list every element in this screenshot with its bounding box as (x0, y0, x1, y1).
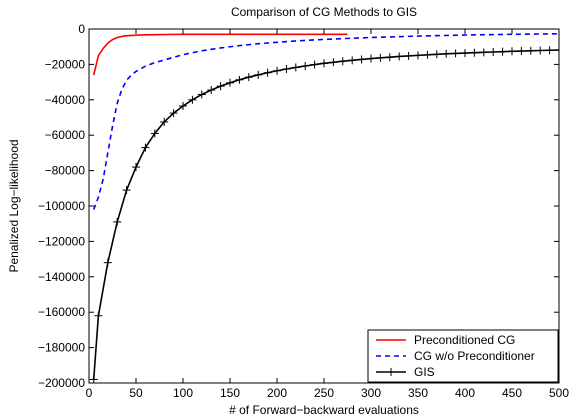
series-marker-2 (348, 56, 357, 65)
x-tick-label: 200 (267, 386, 287, 400)
series-layer (89, 32, 559, 383)
series-marker-2 (367, 54, 375, 63)
series-marker-2 (122, 186, 131, 195)
series-marker-2 (451, 49, 460, 58)
x-tick-label: 350 (408, 386, 428, 400)
chart-title: Comparison of CG Methods to GIS (231, 5, 417, 19)
x-tick-label: 50 (129, 386, 143, 400)
y-tick-label: −200000 (38, 376, 85, 390)
series-marker-2 (479, 48, 488, 57)
legend: Preconditioned CG CG w/o Preconditioner GI… (367, 329, 559, 383)
y-tick-label: −20000 (45, 57, 86, 71)
series-marker-2 (395, 52, 404, 61)
legend-label-1: CG w/o Preconditioner (414, 349, 535, 363)
series-marker-2 (376, 53, 385, 62)
series-marker-2 (404, 51, 413, 60)
series-marker-2 (414, 51, 422, 60)
series-marker-2 (545, 46, 554, 55)
series-marker-2 (282, 65, 291, 74)
plot-area (89, 32, 559, 383)
y-tick-label: −80000 (45, 164, 86, 178)
y-tick-label: −160000 (38, 305, 85, 319)
series-marker-2 (442, 49, 451, 58)
y-tick-label: −120000 (38, 234, 85, 248)
y-tick-label: −60000 (45, 128, 86, 142)
x-axis: 0 50 100 150 200 250 300 350 400 450 500 (86, 29, 569, 400)
series-marker-2 (141, 143, 150, 152)
series-marker-2 (291, 63, 300, 72)
series-marker-2 (385, 53, 394, 62)
x-tick-label: 450 (502, 386, 522, 400)
x-axis-label: # of Forward−backward evaluations (229, 403, 419, 417)
series-marker-2 (150, 129, 159, 138)
x-tick-label: 150 (220, 386, 240, 400)
series-marker-2 (179, 101, 187, 110)
series-marker-2 (470, 48, 479, 57)
series-marker-2 (498, 47, 507, 56)
series-marker-2 (94, 311, 103, 320)
y-tick-label: 0 (78, 22, 85, 36)
series-marker-2 (489, 48, 498, 57)
series-marker-2 (461, 49, 469, 58)
y-tick-label: −100000 (38, 199, 85, 213)
series-marker-2 (113, 217, 122, 226)
series-marker-2 (235, 75, 244, 84)
series-marker-2 (103, 258, 112, 267)
series-marker-2 (89, 375, 98, 383)
series-marker-2 (555, 46, 559, 55)
series-marker-2 (508, 47, 516, 56)
series-marker-2 (216, 82, 225, 91)
series-marker-2 (273, 66, 281, 75)
series-marker-2 (526, 46, 535, 55)
series-marker-2 (432, 50, 441, 59)
x-tick-label: 300 (361, 386, 381, 400)
x-tick-label: 500 (549, 386, 569, 400)
series-marker-2 (263, 68, 272, 77)
x-tick-label: 250 (314, 386, 334, 400)
series-marker-2 (160, 117, 169, 126)
x-tick-label: 100 (173, 386, 193, 400)
series-marker-2 (226, 78, 234, 87)
series-marker-2 (169, 109, 178, 118)
y-tick-label: −40000 (45, 93, 86, 107)
series-marker-2 (244, 73, 253, 82)
series-marker-2 (301, 61, 310, 70)
legend-box (367, 329, 559, 383)
legend-label-2: GIS (414, 365, 435, 379)
series-marker-2 (188, 95, 197, 104)
series-marker-2 (536, 46, 545, 55)
y-tick-label: −180000 (38, 341, 85, 355)
series-marker-2 (254, 70, 263, 79)
series-marker-2 (329, 58, 338, 67)
series-marker-2 (423, 50, 432, 59)
series-line-0 (92, 33, 348, 76)
series-marker-2 (357, 55, 366, 64)
series-marker-2 (310, 60, 319, 69)
x-tick-label: 400 (455, 386, 475, 400)
series-line-1 (92, 32, 559, 210)
series-marker-2 (517, 47, 526, 56)
x-tick-label: 0 (86, 386, 93, 400)
series-marker-2 (338, 57, 347, 66)
y-axis: 0 −20000 −40000 −60000 −80000 −100000 −120000 −… (38, 22, 559, 390)
legend-label-0: Preconditioned CG (414, 333, 515, 347)
y-axis-label: Penalized Log−likelihood (7, 139, 21, 272)
series-marker-2 (320, 59, 328, 68)
y-tick-label: −140000 (38, 270, 85, 284)
series-marker-2 (207, 86, 216, 95)
series-marker-2 (132, 163, 140, 172)
series-marker-2 (197, 90, 206, 99)
